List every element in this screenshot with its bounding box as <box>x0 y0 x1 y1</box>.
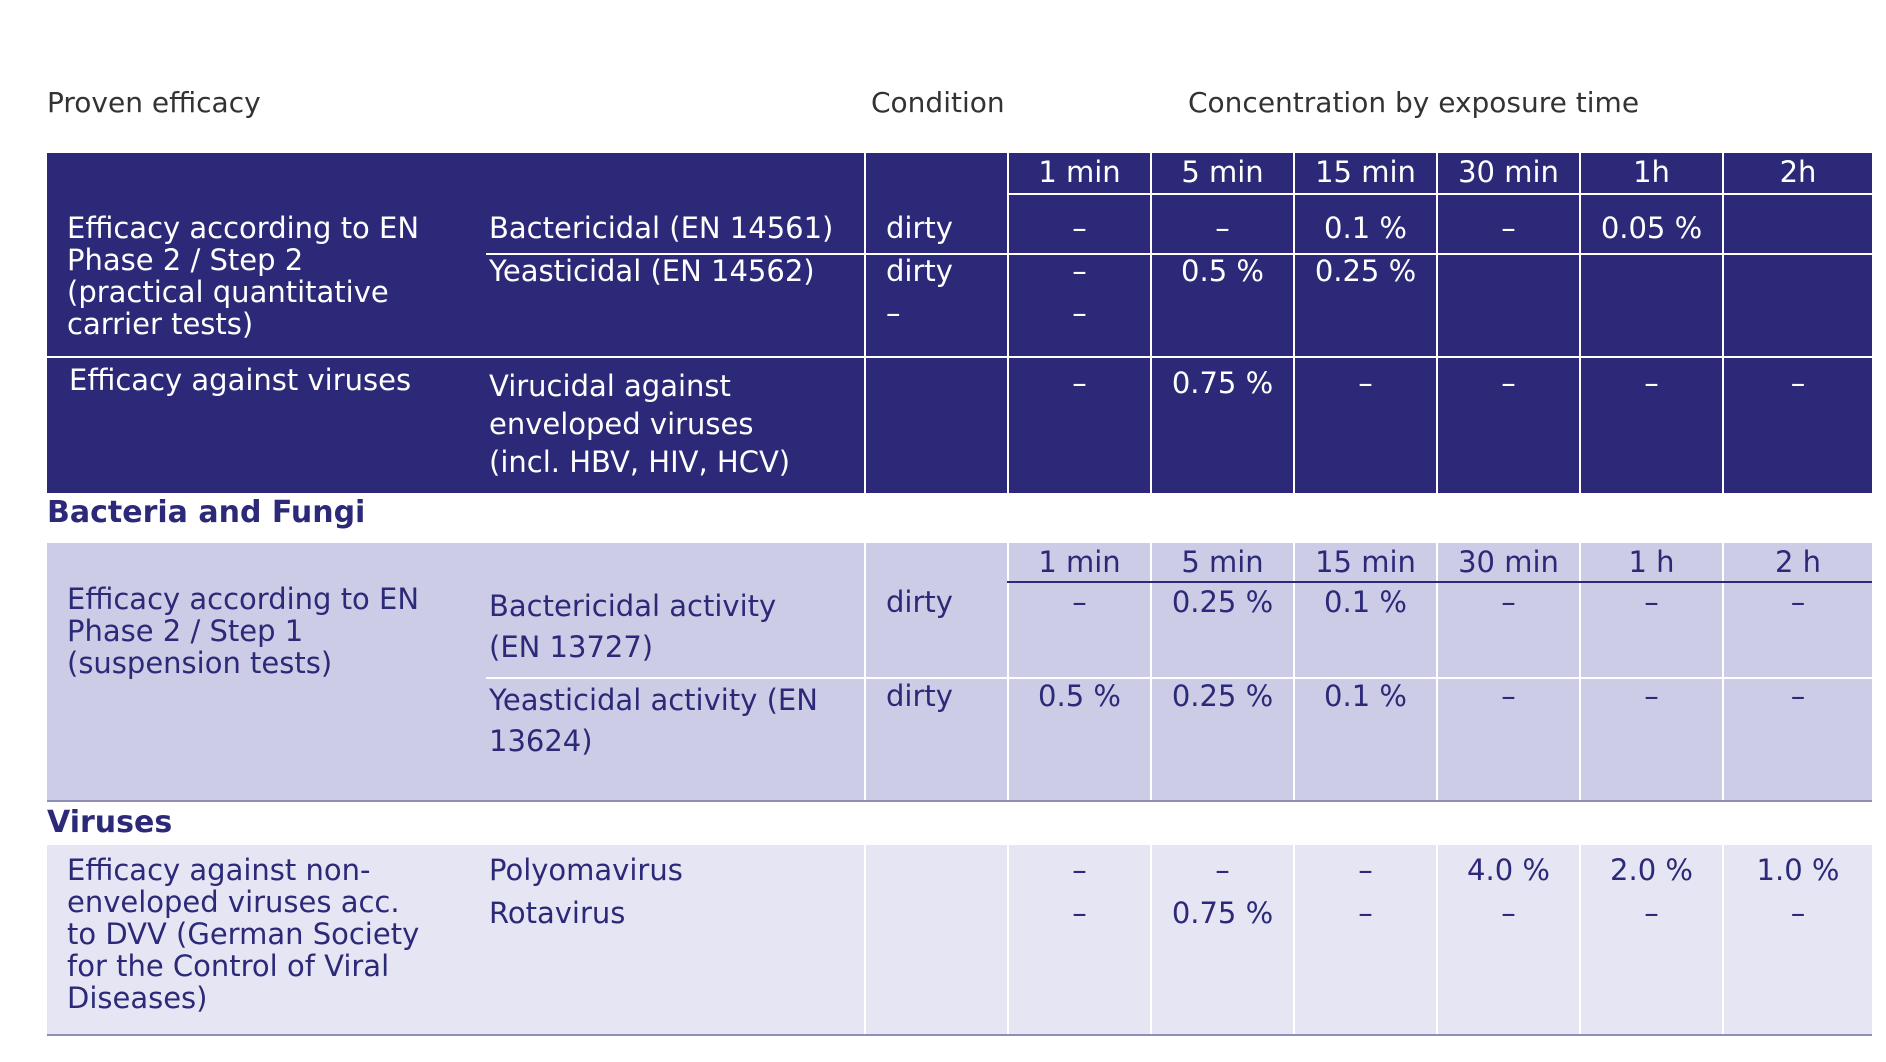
value-cell: – <box>1215 853 1230 887</box>
value-cell: – <box>1215 211 1230 245</box>
value-cell: – <box>1501 896 1516 930</box>
time-header: 5 min <box>1181 155 1264 189</box>
value-cell: 0.75 % <box>1171 366 1274 400</box>
value-cell: 0.1 % <box>1324 585 1407 619</box>
value-cell: – <box>1790 366 1806 400</box>
value-cell: – <box>1072 896 1087 930</box>
time-header: 1 h <box>1628 545 1675 579</box>
value-cell: 0.1 % <box>1324 211 1407 245</box>
time-header: 15 min <box>1315 545 1416 579</box>
value-cell: – <box>1072 585 1087 619</box>
row-name: Polyomavirus <box>489 853 683 887</box>
row-name: Yeasticidal (EN 14562) <box>489 254 815 288</box>
group-label-suspension-tests: Efficacy according to EN Phase 2 / Step … <box>67 582 420 680</box>
group-label-viruses: Efficacy against viruses <box>69 363 412 397</box>
time-header: 2h <box>1779 155 1817 189</box>
non-enveloped-viruses-block: Efficacy against non-enveloped viruses a… <box>47 845 1872 1035</box>
time-header: 1 min <box>1038 155 1121 189</box>
row-name: Virucidal against enveloped viruses (inc… <box>489 369 791 479</box>
value-cell: – <box>1790 679 1806 713</box>
value-cell: – <box>1644 896 1659 930</box>
header-condition: Condition <box>871 86 1005 119</box>
time-header: 30 min <box>1458 155 1559 189</box>
value-cell: – <box>1501 211 1516 245</box>
value-cell: – <box>1644 585 1659 619</box>
value-cell: – <box>1501 366 1516 400</box>
value-cell: 0.5 % <box>1038 679 1121 713</box>
time-header: 1 min <box>1038 545 1121 579</box>
row-name: Rotavirus <box>489 896 626 930</box>
value-cell: – <box>1072 366 1087 400</box>
row-name: Bactericidal (EN 14561) <box>489 211 834 245</box>
row-condition: dirty <box>886 254 953 288</box>
header-concentration: Concentration by exposure time <box>1188 86 1640 119</box>
practical-carrier-tests-block: 1 min 5 min 15 min 30 min 1h 2h Efficacy… <box>47 153 1872 493</box>
value-cell: 0.05 % <box>1600 211 1703 245</box>
value-cell: – <box>1358 896 1373 930</box>
time-header: 2 h <box>1774 545 1822 579</box>
value-cell: – <box>1358 366 1373 400</box>
value-cell: 4.0 % <box>1467 853 1550 887</box>
time-header: 5 min <box>1181 545 1264 579</box>
value-cell: 0.1 % <box>1324 679 1407 713</box>
time-header: 30 min <box>1458 545 1559 579</box>
time-header: 15 min <box>1315 155 1416 189</box>
value-cell: 0.5 % <box>1181 254 1264 288</box>
value-cell: – <box>1501 585 1516 619</box>
value-cell: 2.0 % <box>1610 853 1693 887</box>
row-condition: dirty <box>886 211 953 245</box>
time-header: 1h <box>1633 155 1670 189</box>
suspension-tests-block: 1 min 5 min 15 min 30 min 1 h 2 h Effica… <box>47 543 1872 801</box>
value-cell: 0.75 % <box>1171 896 1274 930</box>
row-name: Bactericidal activity (EN 13727) <box>489 589 777 664</box>
value-cell: 0.25 % <box>1171 585 1274 619</box>
group-label-carrier-tests: Efficacy according to EN Phase 2 / Step … <box>67 211 420 341</box>
value-cell: – <box>1790 896 1806 930</box>
section-title-bacteria-fungi: Bacteria and Fungi <box>47 495 366 530</box>
value-cell: – <box>1072 254 1087 288</box>
value-cell: – <box>1790 585 1806 619</box>
value-cell: – <box>1644 679 1659 713</box>
group-label-non-enveloped: Efficacy against non-enveloped viruses a… <box>67 853 420 1015</box>
value-cell: 0.25 % <box>1171 679 1274 713</box>
value-cell: – <box>1072 853 1087 887</box>
value-cell: – <box>1501 679 1516 713</box>
row-name: Yeasticidal activity (EN 13624) <box>489 683 818 758</box>
extra-dash: – <box>886 296 901 330</box>
section-title-viruses: Viruses <box>47 805 173 840</box>
header-proven-efficacy: Proven efficacy <box>47 86 261 119</box>
value-cell: – <box>1358 853 1373 887</box>
row-condition: dirty <box>886 585 953 619</box>
row-condition: dirty <box>886 679 953 713</box>
value-cell: – <box>1644 366 1659 400</box>
value-cell: 1.0 % <box>1756 853 1840 887</box>
value-cell: 0.25 % <box>1314 254 1417 288</box>
value-cell: – <box>1072 211 1087 245</box>
extra-dash: – <box>1072 296 1087 330</box>
